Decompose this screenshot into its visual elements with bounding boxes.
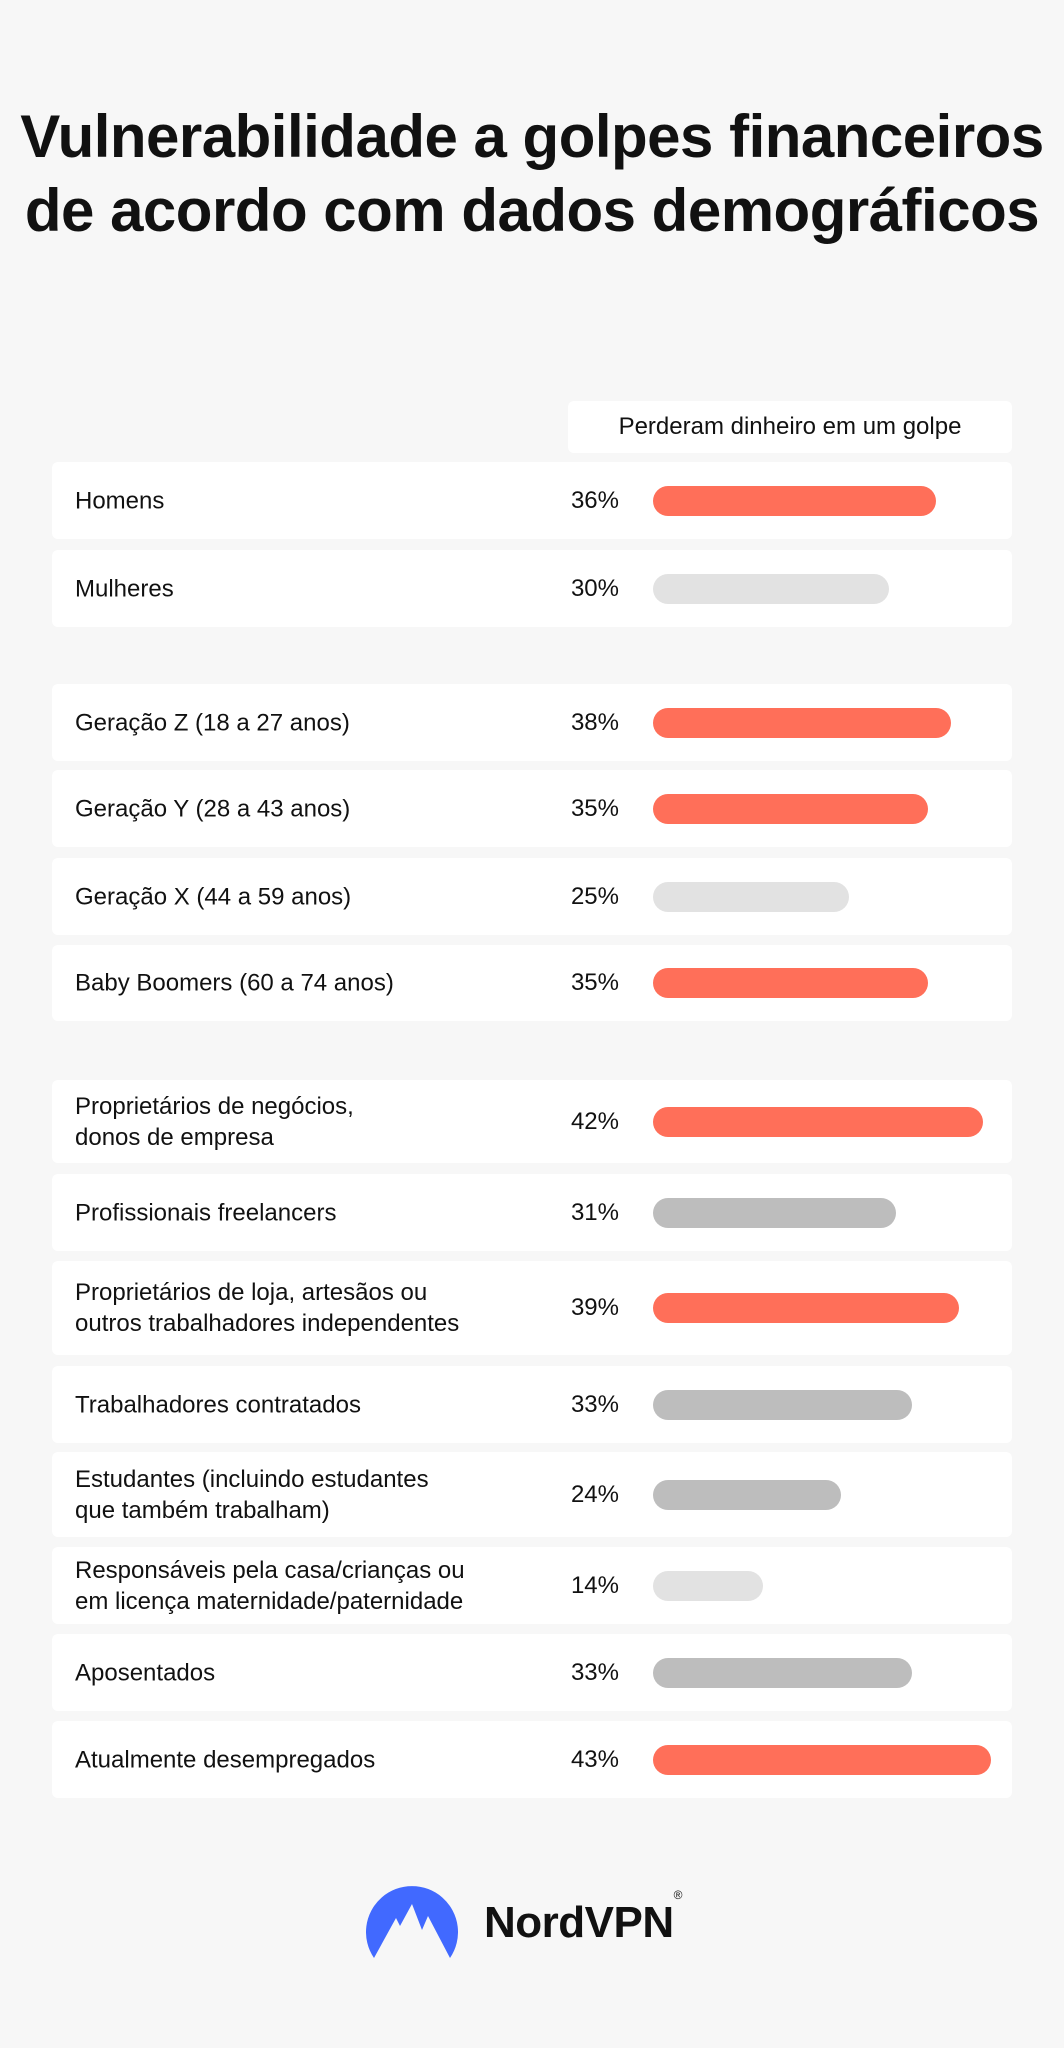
row-label: Aposentados — [75, 1659, 216, 1686]
table-row: Estudantes (incluindo estudantes que tam… — [52, 1452, 1012, 1537]
legend-label: Perderam dinheiro em um golpe — [568, 401, 1012, 453]
table-row: Baby Boomers (60 a 74 anos) 35% — [52, 945, 1012, 1021]
mountain-logo-icon — [366, 1886, 458, 1958]
table-row: Trabalhadores contratados 33% — [52, 1366, 1012, 1443]
registered-mark: ® — [673, 1888, 683, 1902]
bar — [653, 707, 952, 738]
row-label: Baby Boomers (60 a 74 anos) — [75, 969, 394, 997]
table-row: Responsáveis pela casa/crianças ou em li… — [52, 1547, 1012, 1624]
row-label: Geração X (44 a 59 anos) — [75, 883, 352, 910]
table-row: Homens 36% — [52, 462, 1012, 539]
table-row: Geração X (44 a 59 anos) 25% — [52, 858, 1012, 935]
table-row: Proprietários de negócios, donos de empr… — [52, 1080, 1012, 1163]
bar — [653, 1197, 897, 1228]
bar — [653, 968, 928, 998]
table-row: Geração Z (18 a 27 anos) 38% — [52, 684, 1012, 761]
row-label: Proprietários de loja, artesãos ou outro… — [75, 1279, 460, 1337]
data-label: 35% — [570, 794, 619, 822]
table-row: Profissionais freelancers 31% — [52, 1174, 1012, 1251]
row-label: Estudantes (incluindo estudantes que tam… — [75, 1465, 429, 1524]
row-label: Responsáveis pela casa/crianças ou em li… — [75, 1556, 465, 1615]
data-label: 14% — [570, 1571, 619, 1599]
bar — [653, 1389, 913, 1420]
data-label: 33% — [570, 1658, 619, 1686]
bar — [653, 1479, 842, 1510]
row-label: Geração Z (18 a 27 anos) — [75, 709, 350, 736]
data-label: 36% — [570, 486, 619, 514]
row-label: Geração Y (28 a 43 anos) — [75, 795, 351, 822]
row-label: Homens — [75, 487, 165, 514]
row-label: Mulheres — [75, 575, 174, 602]
brand-name: NordVPN® — [484, 1888, 682, 1948]
bar — [653, 1293, 960, 1323]
table-row: Mulheres 30% — [52, 550, 1012, 627]
bar — [653, 881, 850, 912]
data-label: 38% — [570, 708, 619, 736]
data-label: 33% — [570, 1390, 619, 1418]
bar — [653, 1570, 763, 1601]
data-label: 31% — [570, 1198, 619, 1226]
table-row: Atualmente desempregados 43% — [52, 1721, 1012, 1798]
row-label: Profissionais freelancers — [75, 1199, 337, 1226]
table-row: Geração Y (28 a 43 anos) 35% — [52, 770, 1012, 847]
row-label: Atualmente desempregados — [75, 1746, 376, 1773]
data-label: 30% — [570, 574, 619, 602]
nordvpn-logo: NordVPN® — [366, 1886, 682, 1960]
row-label: Proprietários de negócios, donos de empr… — [75, 1092, 354, 1151]
data-label: 35% — [570, 969, 619, 996]
data-label: 39% — [570, 1294, 619, 1321]
bar — [653, 1744, 991, 1775]
bar — [653, 1657, 913, 1688]
data-label: 24% — [570, 1480, 619, 1508]
brand-name-text: NordVPN — [484, 1898, 674, 1947]
table-row: Proprietários de loja, artesãos ou outro… — [52, 1261, 1012, 1355]
row-label: Trabalhadores contratados — [75, 1391, 361, 1418]
table-row: Aposentados 33% — [52, 1634, 1012, 1711]
bar — [653, 573, 889, 604]
data-label: 42% — [570, 1107, 619, 1135]
chart-title: Vulnerabilidade a golpes financeiros de … — [20, 103, 1044, 244]
bar — [653, 1106, 983, 1137]
data-label: 43% — [570, 1745, 619, 1773]
data-label: 25% — [570, 882, 619, 910]
bar — [653, 485, 936, 516]
bar — [653, 793, 928, 824]
